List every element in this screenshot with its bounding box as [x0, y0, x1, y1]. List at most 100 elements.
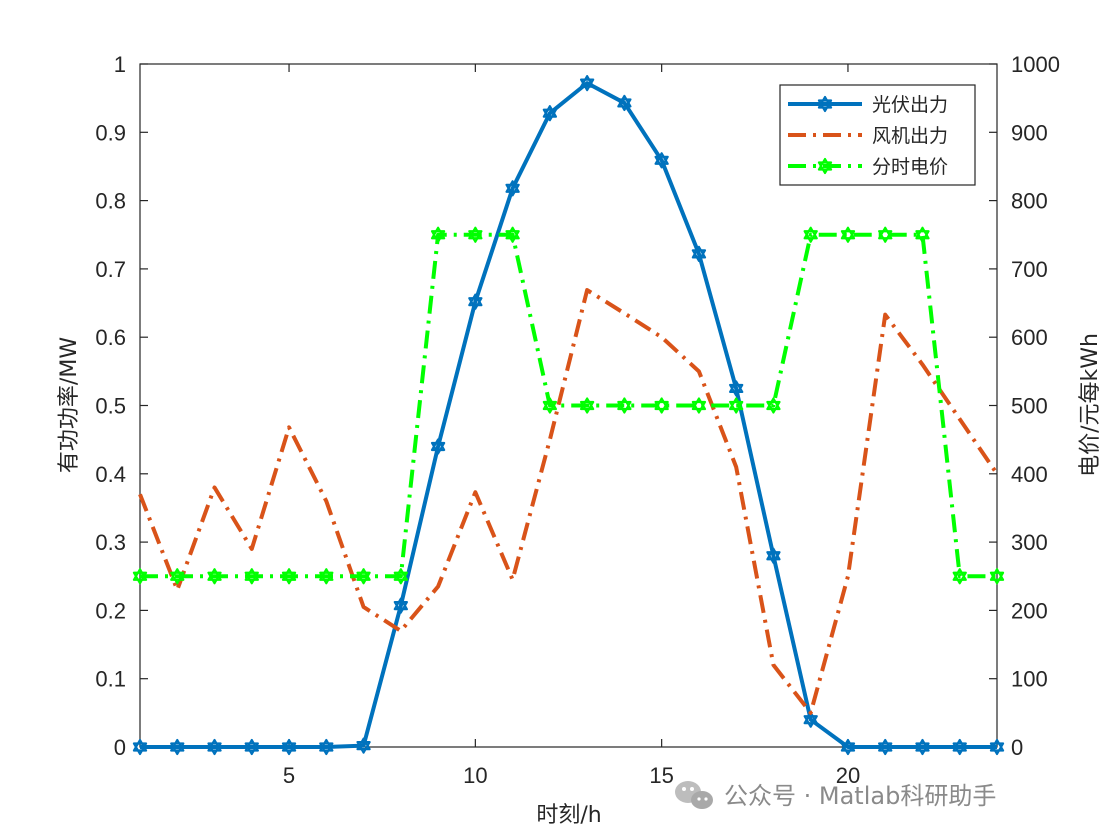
legend-label: 分时电价 [872, 156, 948, 178]
data-point [579, 75, 595, 92]
y-left-tick-label: 0.3 [95, 530, 126, 555]
data-point [132, 568, 148, 585]
data-point [952, 738, 967, 756]
data-point [617, 397, 632, 414]
legend-box [779, 84, 976, 186]
data-point [915, 738, 930, 756]
data-point [729, 397, 744, 414]
data-point [579, 397, 595, 414]
data-point [803, 711, 818, 728]
data-point [989, 568, 1005, 585]
data-point [878, 738, 893, 756]
y-right-tick-label: 200 [1011, 598, 1048, 623]
data-point [281, 738, 297, 756]
y-right-tick-label: 1000 [1011, 52, 1060, 77]
data-point [729, 380, 744, 397]
watermark: 公众号 · Matlab科研助手 [675, 781, 996, 810]
series-line [140, 232, 997, 579]
data-point [654, 397, 669, 414]
y-axis-left: 0 0.1 0.2 0.3 0.4 0.5 0.6 0.7 0.8 0.9 1 [95, 52, 148, 760]
y-right-tick-label: 300 [1011, 530, 1048, 555]
data-point [915, 226, 930, 243]
y-right-tick-label: 0 [1011, 735, 1023, 760]
legend-item: 风机出力 [788, 125, 948, 147]
y-right-tick-label: 600 [1011, 325, 1048, 350]
data-point [356, 737, 371, 754]
data-point [319, 738, 334, 756]
data-point [393, 568, 408, 585]
data-point [654, 152, 669, 169]
series-1 [132, 75, 1005, 756]
data-point [989, 738, 1005, 756]
x-tick-label: 10 [463, 763, 487, 788]
data-point [542, 105, 558, 122]
data-point [691, 397, 707, 414]
y-left-tick-label: 0.4 [95, 462, 126, 487]
data-point [132, 738, 148, 756]
x-tick-label: 5 [283, 763, 295, 788]
y-left-tick-label: 1 [114, 52, 126, 77]
data-point [170, 738, 185, 756]
wechat-icon [675, 781, 713, 809]
data-point [430, 438, 446, 455]
x-tick-label: 20 [836, 763, 860, 788]
y-right-tick-label: 400 [1011, 462, 1048, 487]
data-point [617, 94, 632, 112]
y-left-tick-label: 0.8 [95, 189, 126, 214]
y-right-tick-label: 900 [1011, 120, 1048, 145]
series-line [138, 288, 999, 715]
series-line [140, 81, 997, 749]
watermark-text: 公众号 · Matlab科研助手 [724, 782, 996, 810]
y-right-tick-label: 500 [1011, 394, 1048, 419]
x-axis-title: 时刻/h [536, 803, 601, 828]
data-point [505, 180, 520, 197]
data-point [766, 397, 781, 414]
y-left-tick-label: 0.7 [95, 257, 126, 282]
y-right-tick-label: 800 [1011, 189, 1048, 214]
data-point [840, 226, 856, 243]
y-right-tick-label: 700 [1011, 257, 1048, 282]
data-point [691, 245, 707, 262]
data-point [505, 226, 520, 243]
legend-label: 风机出力 [872, 125, 948, 147]
series-2 [138, 288, 999, 715]
data-point [468, 226, 483, 243]
legend-item: 分时电价 [788, 156, 948, 178]
y-axis-left-title: 有功功率/MW [57, 337, 82, 473]
data-point [840, 738, 856, 756]
data-point [170, 568, 185, 585]
y-left-tick-label: 0.5 [95, 394, 126, 419]
series-3 [132, 226, 1005, 585]
y-right-tick-label: 100 [1011, 667, 1048, 692]
x-tick-label: 15 [649, 763, 673, 788]
data-point [430, 226, 446, 243]
y-left-tick-label: 0.6 [95, 325, 126, 350]
data-point [766, 547, 781, 564]
data-point [468, 293, 483, 310]
data-point [281, 568, 297, 585]
legend-marker [817, 95, 833, 113]
legend-label: 光伏出力 [872, 94, 948, 116]
data-point [803, 226, 818, 243]
y-left-tick-label: 0.9 [95, 120, 126, 145]
data-point [542, 397, 558, 414]
data-point [244, 738, 259, 756]
y-left-tick-label: 0 [114, 735, 126, 760]
legend-item: 光伏出力 [788, 94, 948, 116]
data-point [393, 597, 408, 614]
y-axis-right: 0 100 200 300 400 500 600 700 800 900 1000 [989, 52, 1060, 760]
x-axis: 5 10 15 20 [283, 64, 860, 788]
data-point [878, 226, 893, 243]
legend-marker [817, 157, 833, 175]
data-point [207, 738, 222, 756]
series-layer [132, 75, 1005, 756]
data-point [319, 568, 334, 585]
data-point [356, 568, 371, 585]
data-point [207, 568, 222, 585]
y-axis-right-title: 电价/元每kWh [1078, 333, 1103, 477]
y-left-tick-label: 0.2 [95, 598, 126, 623]
y-left-tick-label: 0.1 [95, 667, 126, 692]
data-point [952, 568, 967, 585]
